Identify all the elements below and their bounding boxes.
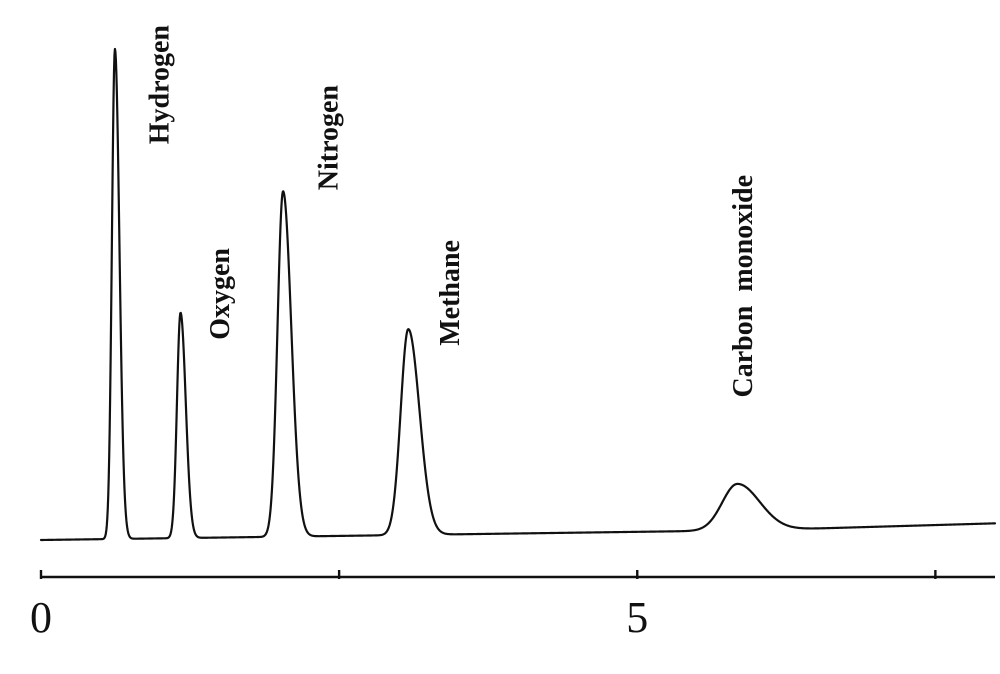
- peak-label-nitrogen: Nitrogen: [314, 85, 345, 191]
- peak-label-methane: Methane: [435, 240, 466, 346]
- peak-labels: Hydrogen Oxygen Nitrogen Methane Carbon mono…: [144, 25, 759, 398]
- chromatogram-trace: [39, 47, 997, 542]
- peak-label-carbon-monoxide: Carbon monoxide: [728, 175, 759, 397]
- peak-label-hydrogen: Hydrogen: [144, 25, 175, 145]
- x-tick-label-0: 0: [30, 593, 52, 642]
- x-tick-label-2: 5: [626, 593, 648, 642]
- x-axis-ticks: [39, 570, 937, 579]
- peak-label-oxygen: Oxygen: [205, 248, 236, 340]
